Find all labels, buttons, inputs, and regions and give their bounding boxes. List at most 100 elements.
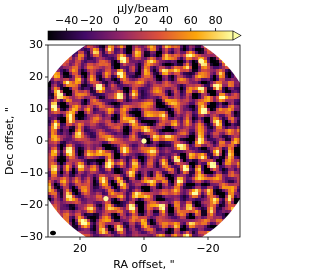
pixel (63, 120, 66, 123)
pixel (75, 195, 78, 198)
pixel (69, 216, 72, 219)
pixel (90, 117, 93, 120)
pixel (228, 69, 231, 72)
pixel (81, 60, 84, 63)
pixel (186, 117, 189, 120)
pixel (159, 192, 162, 195)
pixel (72, 174, 75, 177)
pixel (213, 180, 216, 183)
pixel (201, 162, 204, 165)
pixel (111, 207, 114, 210)
pixel (120, 204, 123, 207)
pixel (183, 150, 186, 153)
pixel (48, 204, 51, 207)
pixel (189, 213, 192, 216)
pixel (216, 57, 219, 60)
pixel (132, 48, 135, 51)
pixel (114, 75, 117, 78)
pixel (165, 153, 168, 156)
pixel (204, 69, 207, 72)
pixel (141, 108, 144, 111)
pixel (204, 72, 207, 75)
pixel (174, 75, 177, 78)
pixel (189, 177, 192, 180)
pixel (150, 141, 153, 144)
pixel (204, 210, 207, 213)
pixel (186, 147, 189, 150)
pixel (171, 66, 174, 69)
pixel (192, 192, 195, 195)
pixel (222, 174, 225, 177)
pixel (159, 54, 162, 57)
pixel (168, 81, 171, 84)
pixel (147, 66, 150, 69)
pixel (213, 126, 216, 129)
pixel (57, 45, 60, 48)
pixel (195, 102, 198, 105)
pixel (66, 126, 69, 129)
pixel (81, 195, 84, 198)
pixel (108, 129, 111, 132)
pixel (231, 228, 234, 231)
pixel (111, 177, 114, 180)
pixel (213, 111, 216, 114)
pixel (168, 189, 171, 192)
pixel (81, 72, 84, 75)
pixel (219, 210, 222, 213)
pixel (48, 216, 51, 219)
pixel (96, 162, 99, 165)
pixel (159, 222, 162, 225)
pixel (102, 57, 105, 60)
pixel (204, 129, 207, 132)
pixel (210, 195, 213, 198)
pixel (171, 153, 174, 156)
pixel (123, 120, 126, 123)
pixel (207, 183, 210, 186)
pixel (138, 75, 141, 78)
pixel (57, 81, 60, 84)
pixel (126, 120, 129, 123)
pixel (117, 60, 120, 63)
pixel (171, 75, 174, 78)
pixel (228, 165, 231, 168)
pixel (213, 183, 216, 186)
pixel (204, 90, 207, 93)
pixel (78, 216, 81, 219)
pixel (222, 213, 225, 216)
pixel (156, 111, 159, 114)
pixel (66, 114, 69, 117)
pixel (126, 222, 129, 225)
pixel (153, 111, 156, 114)
pixel (51, 117, 54, 120)
pixel (210, 222, 213, 225)
pixel (231, 45, 234, 48)
pixel (123, 159, 126, 162)
pixel (90, 54, 93, 57)
pixel (231, 183, 234, 186)
pixel (213, 228, 216, 231)
pixel (165, 81, 168, 84)
pixel (81, 69, 84, 72)
pixel (78, 114, 81, 117)
pixel (51, 93, 54, 96)
pixel (222, 159, 225, 162)
pixel (81, 189, 84, 192)
pixel (81, 126, 84, 129)
pixel (207, 93, 210, 96)
pixel (156, 48, 159, 51)
pixel (156, 99, 159, 102)
pixel (108, 126, 111, 129)
pixel (180, 105, 183, 108)
pixel (135, 144, 138, 147)
pixel (69, 69, 72, 72)
pixel (216, 54, 219, 57)
pixel (195, 165, 198, 168)
pixel (195, 183, 198, 186)
pixel (93, 144, 96, 147)
pixel (141, 66, 144, 69)
pixel (96, 177, 99, 180)
pixel (192, 69, 195, 72)
pixel (123, 129, 126, 132)
pixel (207, 153, 210, 156)
pixel (120, 156, 123, 159)
